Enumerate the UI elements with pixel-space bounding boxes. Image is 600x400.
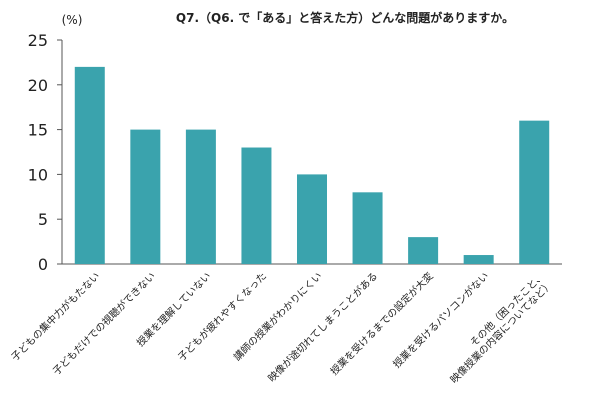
bar bbox=[297, 174, 327, 264]
y-tick-label: 5 bbox=[38, 210, 48, 229]
x-tick-label: 講師の授業がわかりにくい bbox=[231, 269, 325, 363]
y-tick-label: 15 bbox=[28, 121, 48, 140]
bar-series bbox=[74, 66, 550, 264]
bar bbox=[130, 129, 161, 264]
x-tick-label: その他（困ったこと、映像授業の内容についてなど） bbox=[439, 269, 555, 385]
x-tick-label: 子どもだけでの視聴ができない bbox=[50, 269, 158, 377]
y-axis-unit-label: (%) bbox=[62, 13, 83, 27]
y-tick-label: 0 bbox=[38, 255, 48, 274]
bar bbox=[519, 120, 550, 264]
bar bbox=[241, 147, 272, 264]
bar bbox=[352, 192, 383, 264]
x-tick-label-line: 映像が途切れてしまうことがある bbox=[265, 269, 380, 384]
x-tick-label-line: 子どもが疲れやすくなった bbox=[175, 269, 269, 363]
x-tick-label-line: 子どもの集中力がもたない bbox=[8, 269, 102, 363]
x-tick-label: 映像が途切れてしまうことがある bbox=[265, 269, 380, 384]
y-tick-label: 20 bbox=[28, 76, 48, 95]
chart-title: Q7.（Q6. で「ある」と答えた方）どんな問題がありますか。 bbox=[176, 10, 514, 25]
y-tick-label: 25 bbox=[28, 31, 48, 50]
x-tick-label-line: 子どもだけでの視聴ができない bbox=[50, 269, 158, 377]
x-axis-labels: 子どもの集中力がもたない子どもだけでの視聴ができない授業を理解していない子どもが… bbox=[8, 269, 555, 385]
bar bbox=[74, 66, 105, 264]
x-tick-label: 子どもの集中力がもたない bbox=[8, 269, 102, 363]
x-tick-label-line: 授業を受けるまでの設定が大変 bbox=[328, 269, 436, 377]
x-tick-label-line: 講師の授業がわかりにくい bbox=[231, 269, 325, 363]
bar bbox=[185, 129, 216, 264]
x-tick-label: 子どもが疲れやすくなった bbox=[175, 269, 269, 363]
y-tick-label: 10 bbox=[28, 165, 48, 184]
bar bbox=[408, 237, 439, 264]
bar bbox=[463, 255, 494, 264]
x-tick-label: 授業を受けるまでの設定が大変 bbox=[328, 269, 436, 377]
y-axis-ticks: 0 5 10 15 20 25 bbox=[28, 31, 62, 274]
